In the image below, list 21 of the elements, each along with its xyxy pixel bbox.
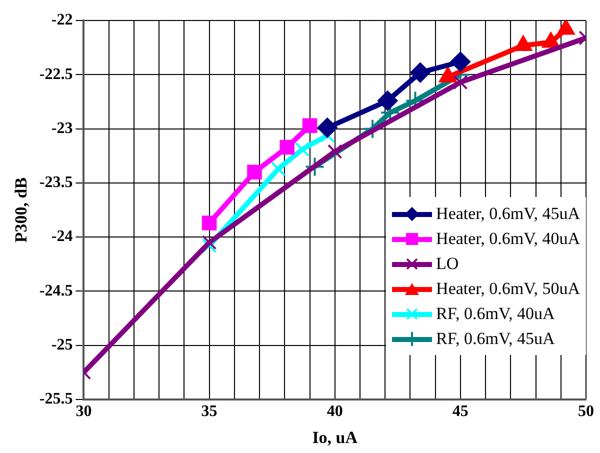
legend-label: RF, 0.6mV, 45uA	[436, 328, 555, 350]
legend-label: RF, 0.6mV, 40uA	[436, 303, 555, 325]
y-tick-label: -24	[51, 228, 73, 246]
x-tick-label: 45	[452, 403, 468, 420]
y-tick-label: -22	[51, 12, 73, 29]
x-tick-label: 35	[201, 403, 218, 420]
x-axis-title: Io, uA	[312, 428, 358, 448]
legend-label: Heater, 0.6mV, 50uA	[436, 278, 580, 300]
y-tick-label: -23.5	[39, 174, 73, 192]
y-tick-label: -25.5	[39, 390, 73, 408]
y-tick-label: -22.5	[39, 66, 73, 83]
legend-label: LO	[436, 253, 459, 275]
y-axis-title: P300, dB	[12, 177, 31, 243]
legend-label: Heater, 0.6mV, 40uA	[436, 228, 580, 250]
y-tick-label: -24.5	[39, 282, 73, 300]
x-tick-label: 40	[326, 403, 343, 420]
x-tick-label: 30	[76, 403, 92, 420]
y-tick-label: -25	[51, 336, 73, 354]
y-tick-label: -23	[51, 120, 73, 137]
x-tick-label: 50	[578, 403, 594, 420]
legend-label: Heater, 0.6mV, 45uA	[436, 203, 580, 225]
